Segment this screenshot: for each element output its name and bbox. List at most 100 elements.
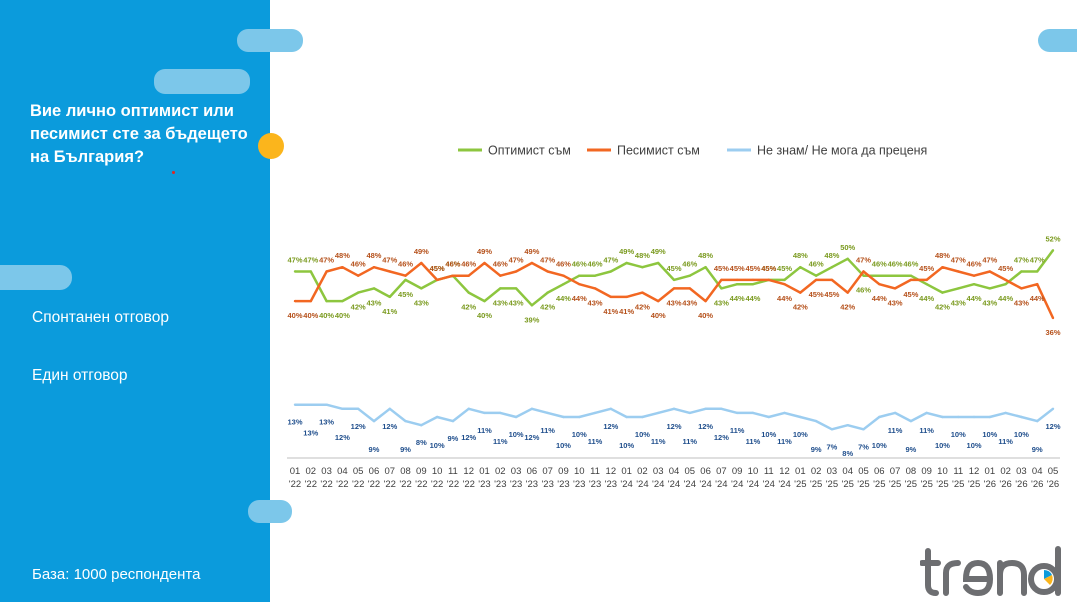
x-tick-label: '25 xyxy=(920,479,932,490)
data-point xyxy=(625,415,628,419)
data-label: 12% xyxy=(524,433,539,442)
data-point xyxy=(435,415,439,419)
data-label: 11% xyxy=(540,426,555,435)
x-tick-label: '25 xyxy=(842,479,854,490)
data-label: 46% xyxy=(967,260,982,269)
data-point xyxy=(593,287,597,290)
data-label: 44% xyxy=(998,294,1013,303)
data-point xyxy=(893,411,897,415)
data-label: 11% xyxy=(651,437,666,446)
data-label: 40% xyxy=(698,311,713,320)
decor-dot xyxy=(172,171,175,174)
data-point xyxy=(578,274,581,277)
x-tick-label: '23 xyxy=(541,479,553,490)
data-label: 41% xyxy=(619,307,634,316)
data-label: 46% xyxy=(461,260,476,269)
x-tick-label: 07 xyxy=(716,466,727,477)
data-point xyxy=(972,415,976,419)
data-label: 45% xyxy=(809,290,824,299)
data-label: 49% xyxy=(524,247,539,256)
data-point xyxy=(372,419,376,423)
data-point xyxy=(783,282,786,286)
data-label: 9% xyxy=(811,445,822,454)
x-tick-label: '23 xyxy=(573,479,585,490)
x-tick-label: 01 xyxy=(479,466,490,477)
data-label: 45% xyxy=(903,290,918,299)
data-point xyxy=(451,274,455,277)
data-point xyxy=(356,274,360,277)
data-label: 13% xyxy=(319,418,334,427)
data-point xyxy=(972,274,976,277)
data-point xyxy=(1051,316,1055,320)
x-tick-label: '24 xyxy=(652,479,664,490)
data-label: 48% xyxy=(366,251,381,260)
data-point xyxy=(925,278,928,282)
decor-pill xyxy=(154,69,250,94)
data-label: 12% xyxy=(666,422,681,431)
data-point xyxy=(657,411,660,415)
data-point xyxy=(1020,415,1023,419)
data-point xyxy=(404,274,407,277)
x-tick-label: '25 xyxy=(794,479,806,490)
x-tick-label: 05 xyxy=(685,466,696,477)
data-point xyxy=(309,299,312,303)
data-label: 48% xyxy=(793,251,808,260)
data-label: 12% xyxy=(698,422,713,431)
decor-dot xyxy=(258,133,284,159)
data-point xyxy=(751,278,755,282)
data-label: 10% xyxy=(935,441,950,450)
data-point xyxy=(420,261,423,265)
x-tick-label: '25 xyxy=(826,479,838,490)
x-tick-label: 01 xyxy=(795,466,806,477)
data-point xyxy=(356,291,360,294)
x-tick-label: '23 xyxy=(510,479,522,490)
data-point xyxy=(941,415,944,419)
data-point xyxy=(546,270,549,273)
x-tick-label: 03 xyxy=(827,466,838,477)
data-label: 10% xyxy=(793,430,808,439)
data-label: 42% xyxy=(461,303,476,312)
data-label: 48% xyxy=(635,251,650,260)
data-label: 47% xyxy=(982,255,997,264)
data-label: 7% xyxy=(826,442,837,451)
data-point xyxy=(467,407,470,410)
data-point xyxy=(941,266,944,269)
x-tick-label: 02 xyxy=(637,466,648,477)
data-point xyxy=(799,415,802,419)
x-tick-label: 12 xyxy=(779,466,790,477)
x-tick-label: 06 xyxy=(700,466,711,477)
data-label: 11% xyxy=(682,437,697,446)
x-tick-label: 12 xyxy=(463,466,474,477)
data-point xyxy=(483,411,486,415)
data-point xyxy=(1020,270,1023,273)
data-point xyxy=(878,274,881,277)
data-point xyxy=(988,287,992,290)
data-label: 47% xyxy=(603,255,618,264)
data-point xyxy=(578,415,581,419)
data-point xyxy=(767,278,770,282)
data-label: 11% xyxy=(919,426,934,435)
x-tick-label: 11 xyxy=(953,466,963,477)
decor-pill xyxy=(248,500,292,523)
x-tick-label: '23 xyxy=(557,479,569,490)
data-point xyxy=(609,407,613,410)
data-point xyxy=(483,299,486,303)
data-label: 45% xyxy=(730,264,745,273)
data-label: 40% xyxy=(651,311,666,320)
x-tick-label: '22 xyxy=(463,479,475,490)
data-label: 46% xyxy=(809,260,824,269)
data-point xyxy=(562,274,565,277)
x-tick-label: 08 xyxy=(400,466,411,477)
x-tick-label: '22 xyxy=(352,479,364,490)
x-tick-label: 10 xyxy=(748,466,759,477)
data-point xyxy=(830,266,834,269)
data-label: 11% xyxy=(998,437,1013,446)
data-label: 8% xyxy=(416,438,427,447)
x-tick-label: 02 xyxy=(495,466,506,477)
data-label: 45% xyxy=(666,264,681,273)
data-label: 46% xyxy=(445,260,460,269)
data-point xyxy=(625,261,628,265)
data-label: 45% xyxy=(919,264,934,273)
data-point xyxy=(1004,411,1007,415)
data-label: 12% xyxy=(461,433,476,442)
